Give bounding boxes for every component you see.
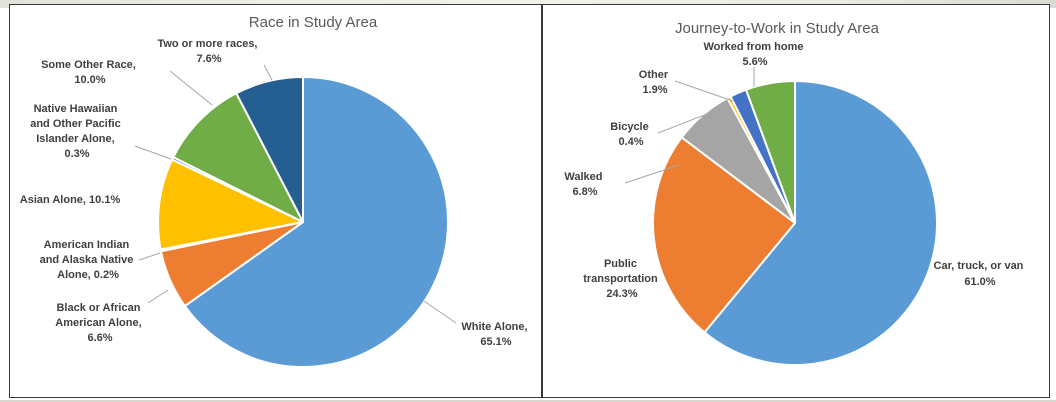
leader-line-walked	[624, 164, 680, 184]
leader-line-black	[147, 289, 169, 304]
leader-line-nhpi	[134, 145, 172, 160]
leader-line-two	[263, 64, 273, 81]
label-native-hawaiian: Native Hawaiian and Other Pacific Island…	[30, 103, 124, 160]
leader-line-amind	[138, 252, 161, 261]
journey-to-work-chart-panel: Journey-to-Work in Study Area Car, truck…	[542, 4, 1050, 398]
label-some-other-race: Some Other Race, 10.0%	[41, 59, 139, 86]
pie-slice-car-truck-or-van	[703, 80, 938, 366]
label-asian-alone: Asian Alone, 10.1%	[20, 194, 121, 206]
label-car-truck-van: Car, truck, or van 61.0%	[934, 260, 1027, 288]
pie-slice-asian-alone	[157, 158, 304, 251]
label-bicycle: Bicycle 0.4%	[610, 121, 652, 148]
pie-slice-some-other-race	[172, 92, 304, 223]
footer-strip	[0, 400, 1056, 402]
label-black-alone: Black or African American Alone, 6.6%	[55, 302, 144, 344]
label-american-indian: American Indian and Alaska Native Alone,…	[40, 239, 137, 281]
journey-to-work-pie-chart: Journey-to-Work in Study Area Car, truck…	[564, 20, 1027, 366]
label-walked: Walked 6.8%	[564, 171, 605, 198]
leader-line-white	[423, 300, 457, 324]
label-public-transportation: Public transportation 24.3%	[583, 258, 661, 300]
pie-slice-white-alone	[183, 76, 449, 368]
race-chart-panel: Race in Study Area White Alone, 65.1% Bl…	[9, 4, 542, 398]
leader-line-other	[169, 70, 213, 106]
label-two-or-more-races: Two or more races, 7.6%	[157, 38, 260, 65]
leader-line-bicycle	[657, 106, 726, 134]
label-white-alone: White Alone, 65.1%	[461, 321, 530, 348]
race-pie-chart: Race in Study Area White Alone, 65.1% Bl…	[20, 14, 530, 368]
pie-slice-two-or-more-races	[235, 76, 304, 223]
pie-slice-public-transportation	[652, 136, 796, 334]
leader-line-other	[674, 80, 734, 102]
pie-slice-worked-from-home	[745, 80, 796, 224]
label-worked-from-home: Worked from home 5.6%	[703, 41, 806, 68]
work-chart-title: Journey-to-Work in Study Area	[675, 20, 880, 37]
label-other: Other 1.9%	[639, 69, 671, 96]
race-chart-title: Race in Study Area	[249, 14, 378, 31]
